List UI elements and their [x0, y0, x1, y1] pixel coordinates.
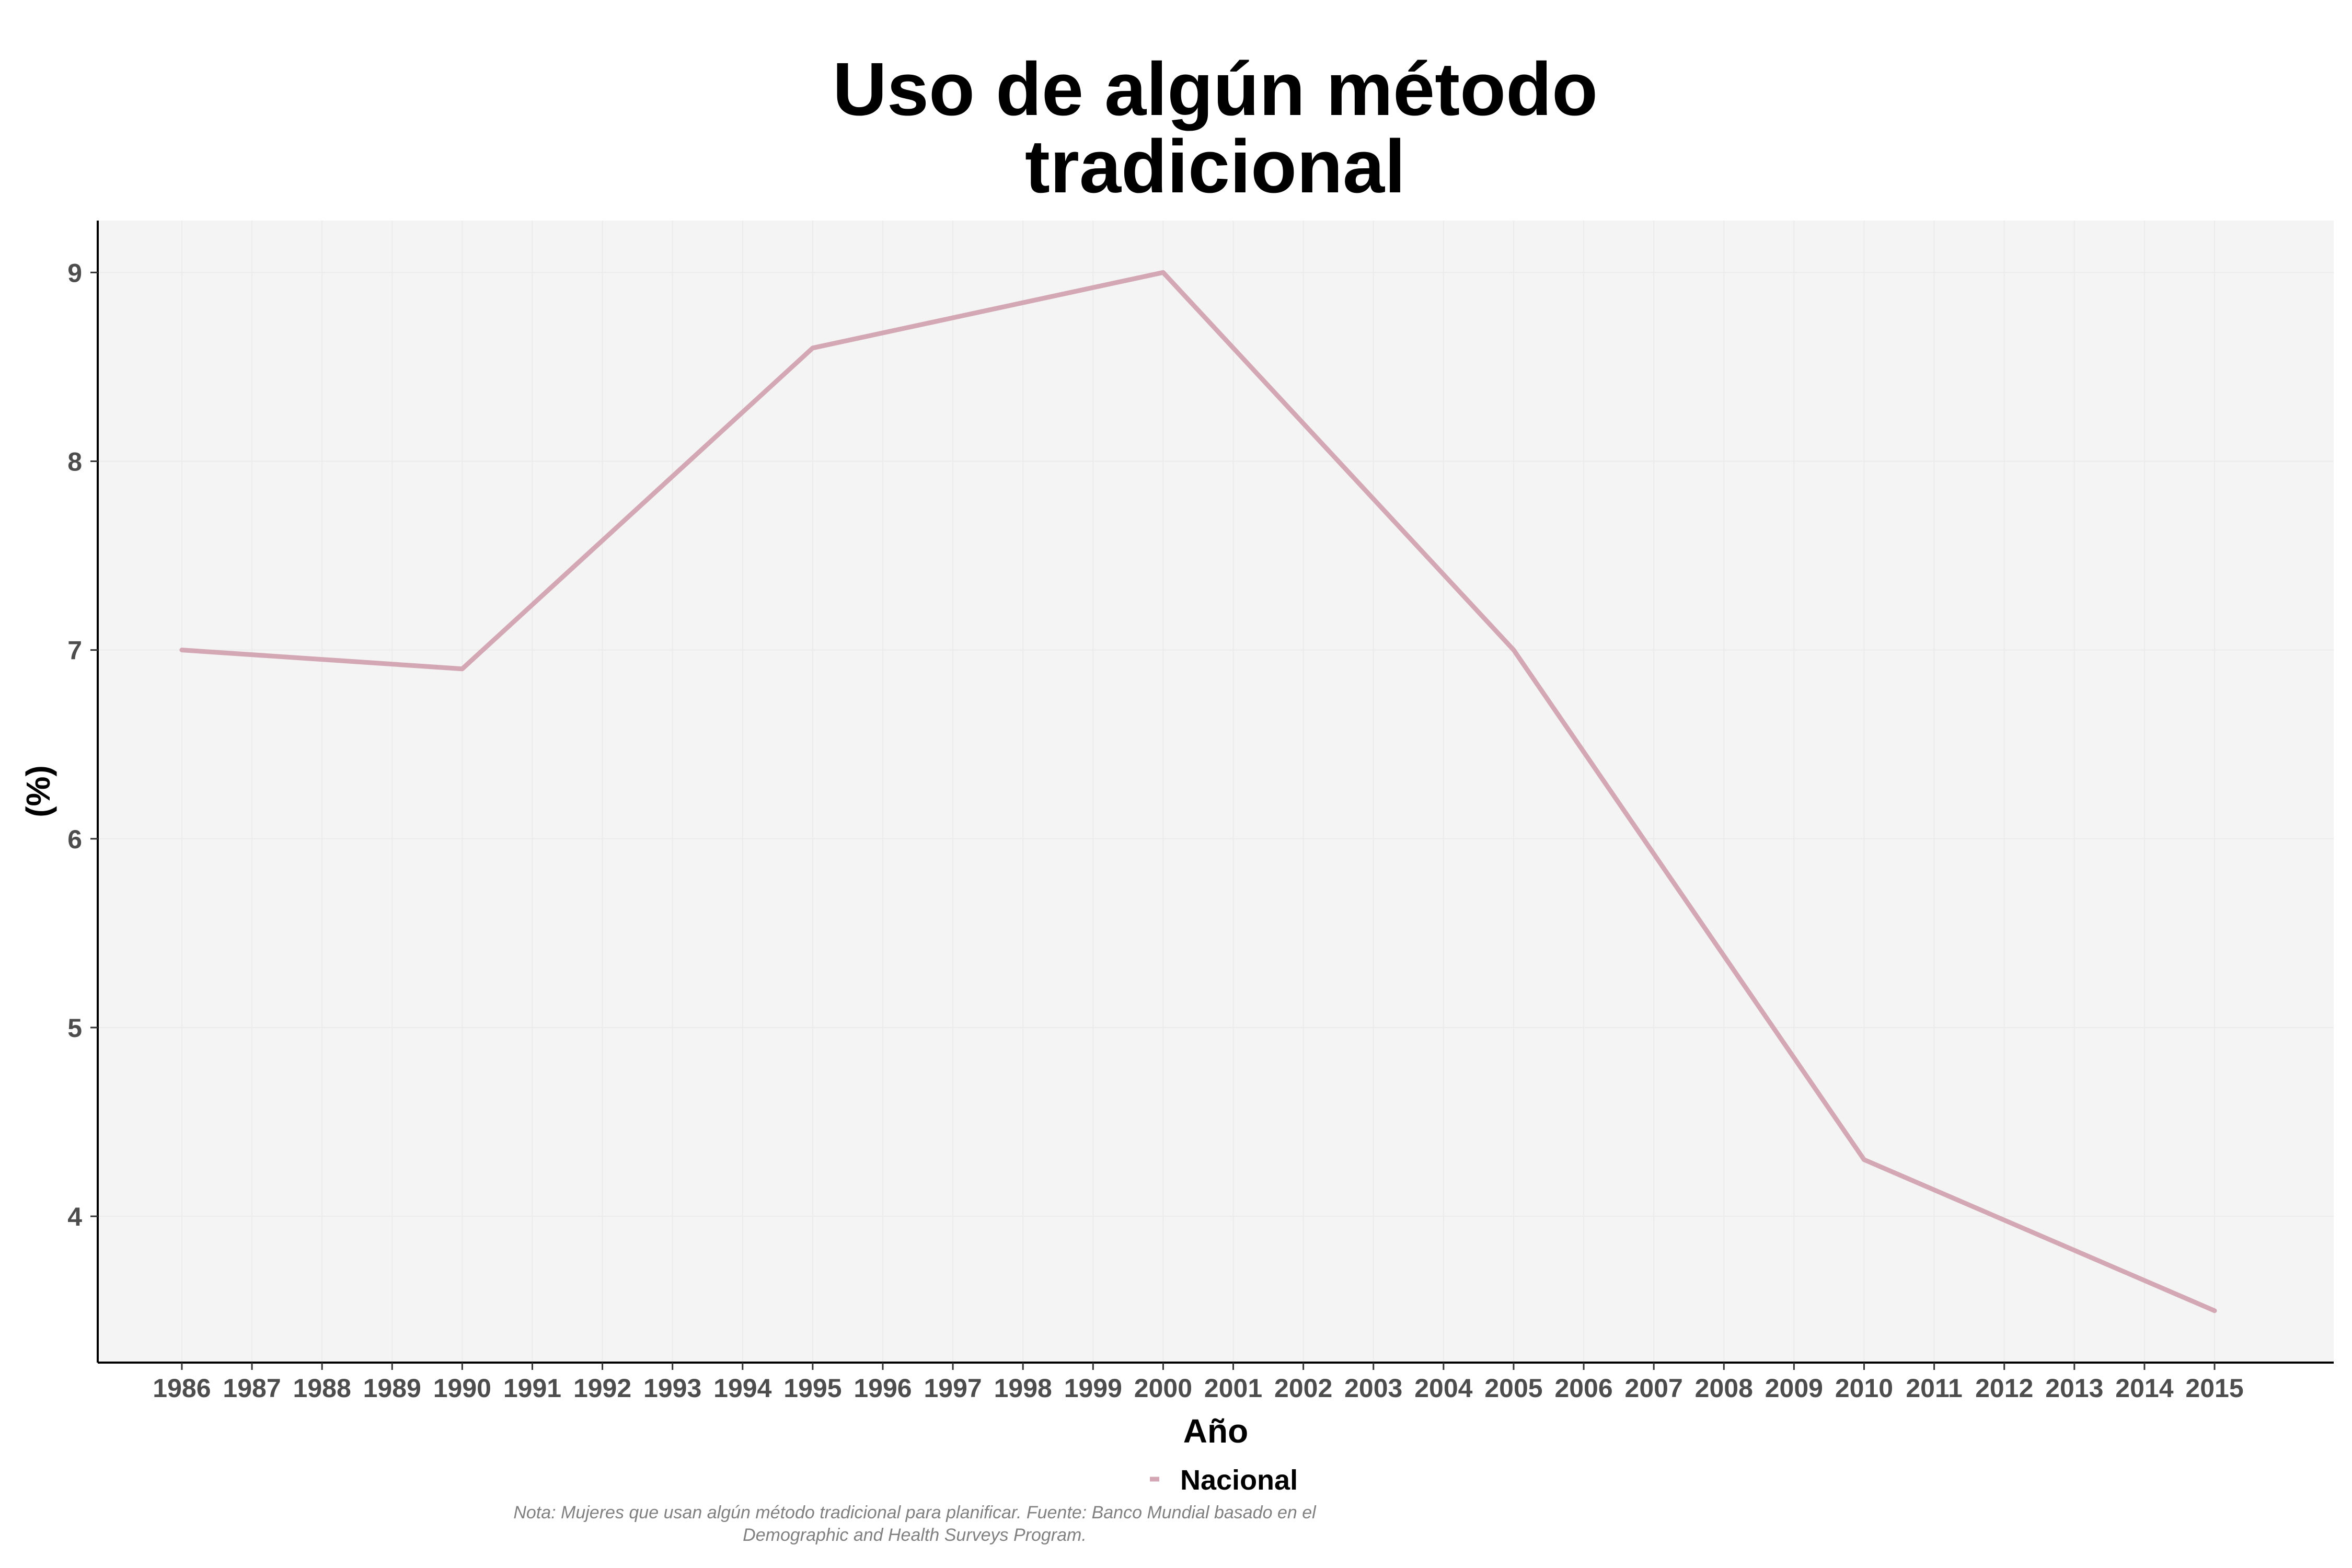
x-tick-label: 2013 [2045, 1374, 2103, 1403]
x-tick-label: 1999 [1064, 1374, 1122, 1403]
x-tick-label: 1989 [363, 1374, 421, 1403]
x-tick-label: 1996 [854, 1374, 912, 1403]
x-tick-label: 1998 [994, 1374, 1052, 1403]
x-tick-label: 1994 [713, 1374, 771, 1403]
plot-panel [98, 221, 2334, 1363]
x-tick-label: 2004 [1414, 1374, 1472, 1403]
x-tick-label: 2007 [1625, 1374, 1683, 1403]
footnote: Nota: Mujeres que usan algún método trad… [513, 1503, 1317, 1545]
legend-label-nacional: Nacional [1180, 1465, 1298, 1496]
y-axis-title: (%) [19, 765, 57, 817]
series-line-nacional [179, 270, 2217, 1313]
x-tick-label: 2006 [1554, 1374, 1612, 1403]
x-tick-label: 2012 [1975, 1374, 2033, 1403]
x-axis-ticks: 1986 1987 1988 1989 1990 1991 1992 1993 1994 1995… [153, 1363, 2244, 1403]
x-tick-label: 1991 [503, 1374, 561, 1403]
y-axis-ticks: 4 5 6 7 8 9 [67, 258, 98, 1231]
series-layer [179, 270, 2217, 1313]
footnote-line-1: Nota: Mujeres que usan algún método trad… [513, 1503, 1317, 1523]
y-tick-label: 4 [67, 1202, 82, 1231]
x-tick-label: 1988 [293, 1374, 351, 1403]
x-axis-title: Año [1183, 1412, 1248, 1450]
x-tick-label: 2014 [2115, 1374, 2173, 1403]
legend: Nacional [1150, 1465, 1298, 1496]
x-tick-label: 1993 [643, 1374, 701, 1403]
x-tick-label: 2003 [1344, 1374, 1402, 1403]
x-tick-label: 2010 [1835, 1374, 1893, 1403]
x-tick-label: 2011 [1906, 1374, 1962, 1403]
y-tick-label: 8 [67, 447, 82, 476]
footnote-line-2: Demographic and Health Surveys Program. [743, 1525, 1087, 1545]
y-tick-label: 9 [67, 258, 82, 287]
x-tick-label: 1987 [223, 1374, 281, 1403]
x-tick-label: 1995 [783, 1374, 841, 1403]
x-tick-label: 1986 [153, 1374, 211, 1403]
x-tick-label: 2008 [1695, 1374, 1753, 1403]
y-tick-label: 7 [67, 636, 82, 665]
chart-title: Uso de algún método tradicional [833, 47, 1598, 209]
x-tick-label: 2002 [1274, 1374, 1332, 1403]
x-tick-label: 1997 [924, 1374, 982, 1403]
y-tick-label: 6 [67, 825, 82, 854]
chart-title-line-2: tradicional [1025, 124, 1405, 209]
x-tick-label: 1990 [433, 1374, 491, 1403]
x-tick-label: 2005 [1484, 1374, 1542, 1403]
x-tick-label: 2009 [1765, 1374, 1823, 1403]
chart-title-line-1: Uso de algún método [833, 47, 1598, 131]
x-tick-label: 2015 [2185, 1374, 2243, 1403]
gridlines [98, 221, 2334, 1363]
x-tick-label: 2000 [1134, 1374, 1192, 1403]
x-tick-label: 1992 [573, 1374, 631, 1403]
x-tick-label: 2001 [1204, 1374, 1262, 1403]
y-tick-label: 5 [67, 1013, 82, 1043]
